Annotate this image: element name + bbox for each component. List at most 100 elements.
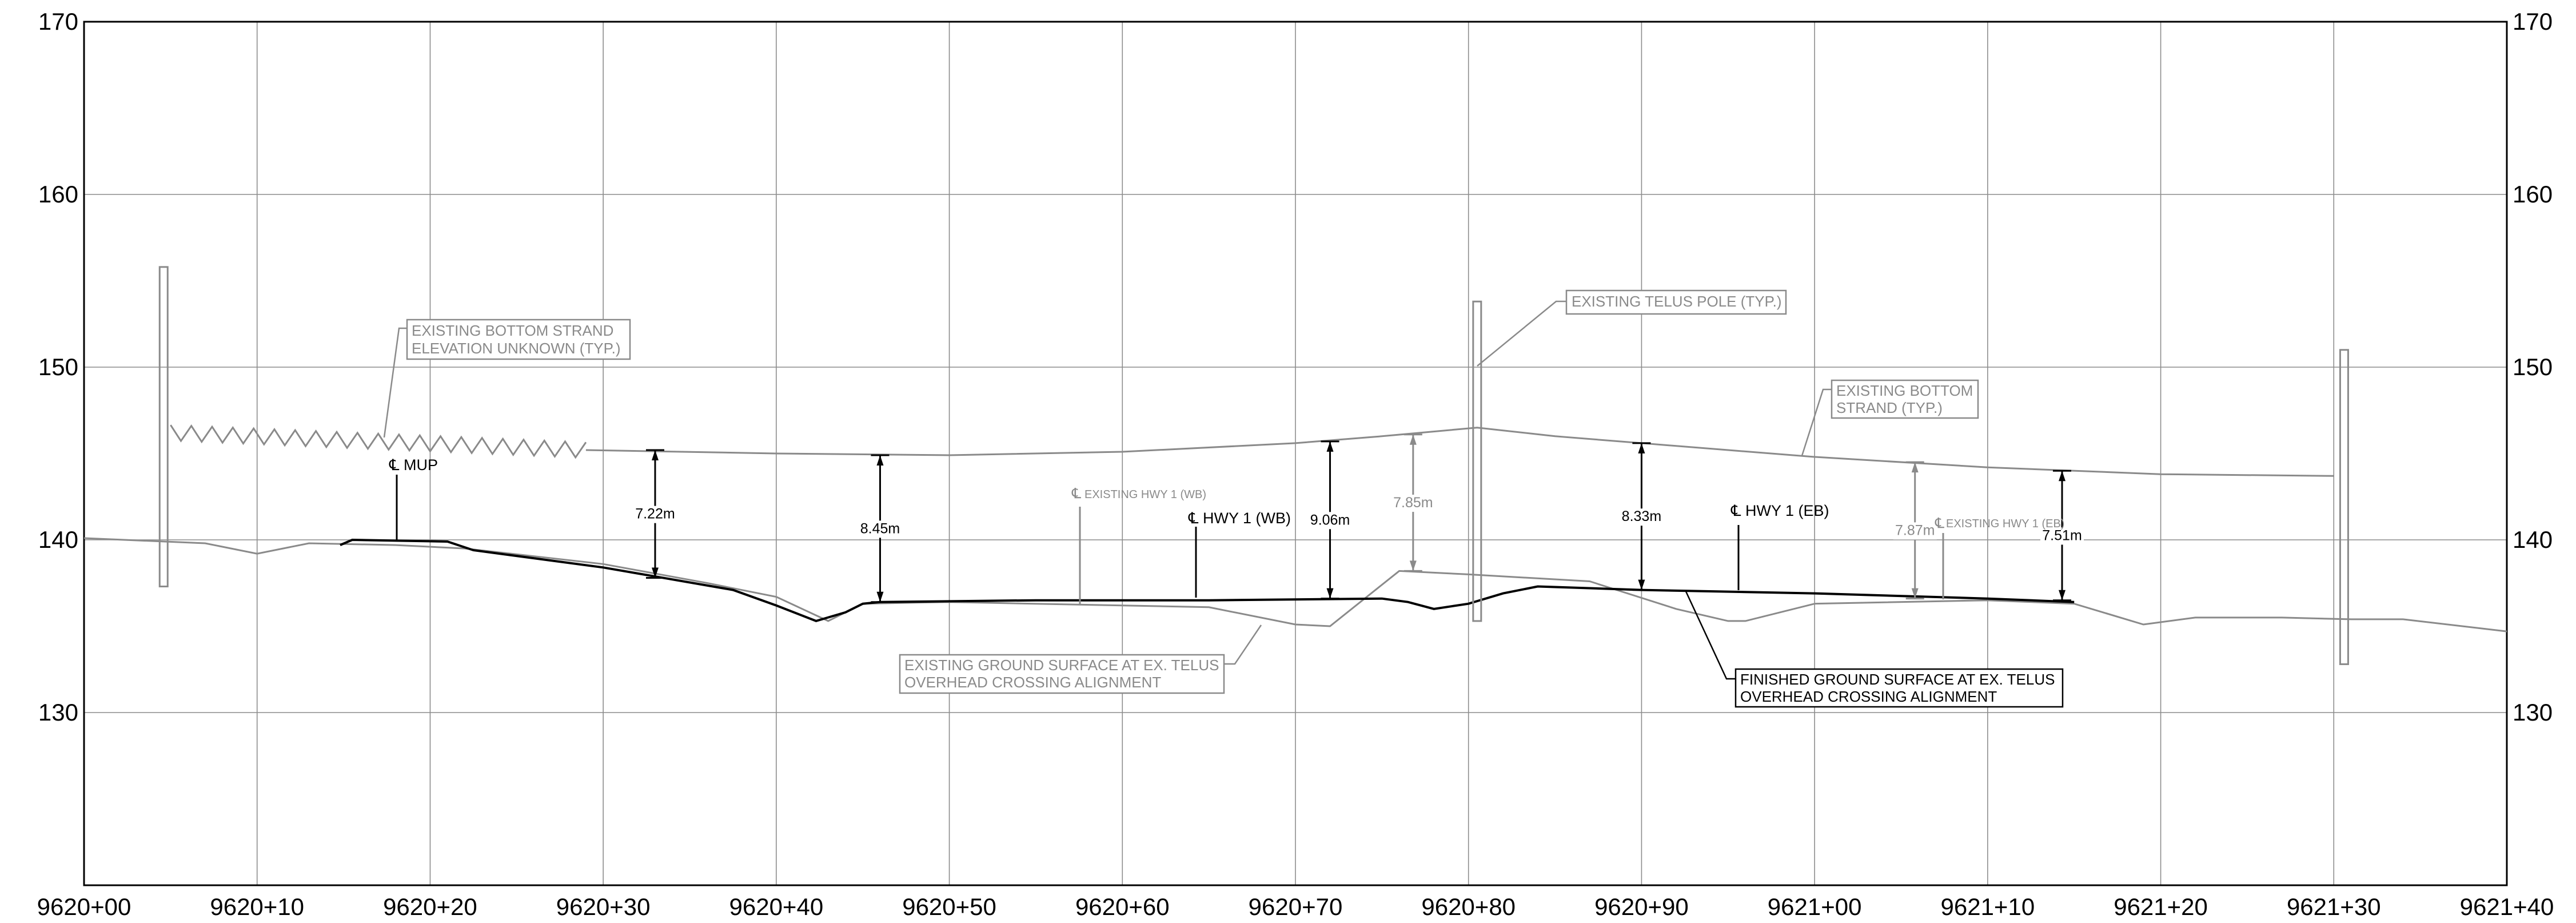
telus-pole: [1472, 300, 1482, 622]
clearance-dimensions: 7.22m 8.45m 9.06m 7.85m 8.33m 7.87m 7.51m: [633, 433, 2084, 603]
station-label: 9620+30: [556, 893, 651, 920]
station-label: 9620+60: [1075, 893, 1170, 920]
clearance-label: 7.51m: [2042, 527, 2081, 543]
centerline-hwy1-wb: ℄ HWY 1 (WB): [1188, 510, 1291, 598]
clearance-label: 7.87m: [1895, 522, 1935, 538]
dimension-arrow-bottom: [2059, 590, 2066, 600]
svg-text:EXISTING BOTTOM STRAND: EXISTING BOTTOM STRAND: [412, 322, 613, 339]
station-label: 9621+20: [2114, 893, 2208, 920]
elevation-label-right: 170: [2513, 8, 2553, 35]
centerline-hwy1-wb-label: HWY 1 (WB): [1203, 510, 1291, 527]
dimension-label-mask: [1620, 508, 1664, 526]
svg-text:OVERHEAD CROSSING ALIGNMENT: OVERHEAD CROSSING ALIGNMENT: [1740, 688, 1997, 705]
station-label: 9620+10: [210, 893, 304, 920]
centerline-mup-label: MUP: [404, 456, 438, 474]
axis-labels: 170 170 160 160 150 150 140 140 130 130 9620+00 962…: [37, 8, 2554, 920]
centerline-hwy1-eb-label: HWY 1 (EB): [1745, 502, 1829, 519]
dimension-arrow-top: [1409, 434, 1417, 445]
station-label: 9620+70: [1249, 893, 1343, 920]
clearance-label: 9.06m: [1310, 512, 1350, 528]
clearance-dimension: 7.51m: [2040, 470, 2084, 602]
clearance-dimension: 8.45m: [858, 454, 902, 603]
station-label: 9621+40: [2460, 893, 2554, 920]
elevation-label-right: 160: [2513, 181, 2553, 208]
elevation-label-right: 140: [2513, 526, 2553, 553]
callout-finished-ground: FINISHED GROUND SURFACE AT EX. TELUS OVE…: [1684, 590, 2064, 708]
station-label: 9620+80: [1421, 893, 1516, 920]
zigzag-strand-unknown: [170, 424, 587, 459]
elevation-label-left: 140: [38, 526, 78, 553]
elevation-label-left: 130: [38, 699, 78, 726]
station-label: 9620+00: [37, 893, 131, 920]
elevation-label-left: 170: [38, 8, 78, 35]
svg-text:EXISTING TELUS POLE (TYP.): EXISTING TELUS POLE (TYP.): [1572, 293, 1781, 310]
dimension-label-mask: [2040, 527, 2084, 545]
dimension-arrow-top: [1638, 443, 1645, 453]
station-label: 9620+90: [1594, 893, 1689, 920]
station-label: 9620+50: [902, 893, 996, 920]
svg-text:EXISTING BOTTOM: EXISTING BOTTOM: [1836, 382, 1973, 399]
dimension-label-mask: [1893, 522, 1937, 540]
telus-pole: [158, 266, 169, 588]
centerline-symbol: ℄: [1188, 510, 1199, 527]
centerline-existing-hwy1-eb-label: EXISTING HWY 1 (EB): [1946, 518, 2064, 530]
centerline-symbol: ℄: [1935, 515, 1944, 531]
clearance-dimension: 7.85m: [1391, 433, 1435, 572]
finished-ground-profile: [340, 538, 2075, 623]
elevation-label-left: 160: [38, 181, 78, 208]
station-label: 9620+20: [383, 893, 477, 920]
clearance-dimension: 7.22m: [633, 449, 677, 579]
dimension-arrow-bottom: [1638, 579, 1645, 590]
svg-text:STRAND (TYP.): STRAND (TYP.): [1836, 399, 1943, 416]
dimension-label-mask: [1308, 512, 1352, 530]
telus-poles: [158, 266, 2349, 665]
clearance-label: 7.85m: [1393, 495, 1433, 511]
dimension-arrow-bottom: [1911, 588, 1919, 599]
telus-pole: [2339, 349, 2349, 665]
dimension-arrow-top: [876, 455, 884, 466]
clearance-dimension: 7.87m: [1893, 461, 1937, 600]
station-label: 9621+10: [1941, 893, 2035, 920]
dimension-label-mask: [633, 506, 677, 523]
dimension-arrow-bottom: [1326, 588, 1334, 599]
station-label: 9620+40: [729, 893, 824, 920]
grid-lines: [83, 21, 2507, 885]
callout-bottom-strand-typ: EXISTING BOTTOM STRAND (TYP.): [1801, 379, 1979, 456]
callout-bottom-strand-unknown: EXISTING BOTTOM STRAND ELEVATION UNKNOWN…: [383, 319, 631, 438]
dimension-arrow-bottom: [651, 567, 659, 578]
svg-text:EXISTING GROUND SURFACE AT EX.: EXISTING GROUND SURFACE AT EX. TELUS: [904, 657, 1219, 674]
bottom-strand-profile: [585, 427, 2334, 477]
centerline-mup: ℄ MUP: [389, 456, 438, 540]
svg-text:OVERHEAD CROSSING ALIGNMENT: OVERHEAD CROSSING ALIGNMENT: [904, 674, 1161, 691]
clearance-label: 7.22m: [635, 506, 675, 522]
centerline-symbol: ℄: [1071, 486, 1081, 502]
dimension-label-mask: [1391, 495, 1435, 512]
callout-telus-pole: EXISTING TELUS POLE (TYP.): [1477, 289, 1787, 367]
clearance-label: 8.45m: [860, 520, 900, 536]
clearance-dimension: 9.06m: [1308, 440, 1352, 600]
clearance-dimension: 8.33m: [1620, 442, 1664, 591]
elevation-label-right: 130: [2513, 699, 2553, 726]
dimension-arrow-bottom: [1409, 560, 1417, 571]
dimension-arrow-top: [1326, 441, 1334, 452]
centerline-symbol: ℄: [389, 456, 400, 474]
svg-text:FINISHED GROUND SURFACE AT EX.: FINISHED GROUND SURFACE AT EX. TELUS: [1740, 671, 2055, 688]
elevation-label-left: 150: [38, 353, 78, 380]
station-label: 9621+00: [1768, 893, 1862, 920]
svg-text:ELEVATION UNKNOWN (TYP.): ELEVATION UNKNOWN (TYP.): [412, 340, 621, 357]
dimension-arrow-top: [2059, 471, 2066, 482]
centerline-existing-hwy1-eb: ℄ EXISTING HWY 1 (EB): [1935, 515, 2064, 599]
dimension-arrow-top: [1911, 462, 1919, 473]
dimension-arrow-bottom: [876, 591, 884, 602]
centerline-symbol: ℄: [1730, 502, 1741, 519]
dimension-arrow-top: [651, 449, 659, 460]
station-label: 9621+30: [2287, 893, 2381, 920]
dimension-label-mask: [858, 520, 902, 538]
elevation-label-right: 150: [2513, 353, 2553, 380]
centerline-existing-hwy1-wb: ℄ EXISTING HWY 1 (WB): [1071, 486, 1206, 605]
clearance-label: 8.33m: [1622, 508, 1661, 524]
centerline-existing-hwy1-wb-label: EXISTING HWY 1 (WB): [1084, 488, 1206, 501]
centerline-hwy1-eb: ℄ HWY 1 (EB): [1730, 502, 1829, 590]
drawing-frame: [83, 21, 2508, 886]
